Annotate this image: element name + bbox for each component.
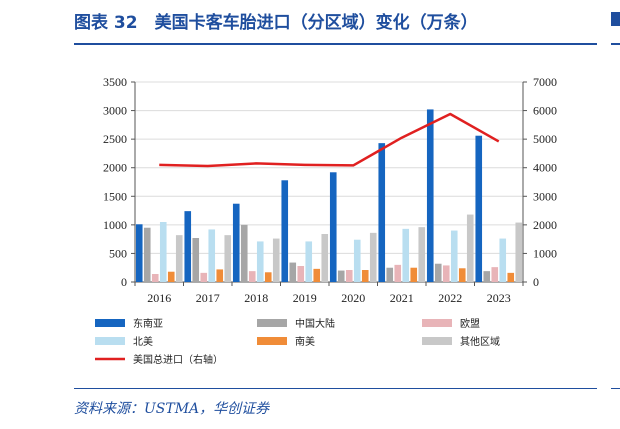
bar-0-5 bbox=[378, 143, 386, 282]
bar-4-6 bbox=[458, 268, 466, 282]
bar-series bbox=[135, 109, 523, 282]
bar-2-3 bbox=[297, 266, 305, 282]
bar-1-0 bbox=[143, 227, 151, 282]
bar-0-6 bbox=[426, 109, 434, 282]
chart-title: 图表 32 美国卡客车胎进口（分区域）变化（万条） bbox=[74, 13, 478, 33]
y-tick-label: 2500 bbox=[103, 132, 127, 146]
bar-2-7 bbox=[491, 267, 499, 282]
bar-2-5 bbox=[394, 264, 402, 282]
bar-1-3 bbox=[289, 262, 297, 282]
x-tick-label: 2022 bbox=[438, 291, 462, 305]
y2-tick-label: 7000 bbox=[533, 75, 557, 89]
y2-tick-label: 1000 bbox=[533, 246, 557, 260]
legend-label: 美国总进口（右轴） bbox=[133, 353, 223, 366]
y2-tick-label: 2000 bbox=[533, 218, 557, 232]
legend-swatch bbox=[422, 319, 452, 327]
bar-0-1 bbox=[184, 211, 192, 282]
y2-tick-label: 5000 bbox=[533, 132, 557, 146]
bar-4-2 bbox=[264, 272, 272, 282]
next-figure-edge bbox=[611, 12, 620, 26]
next-footer-divider bbox=[611, 388, 620, 389]
bar-5-4 bbox=[369, 232, 377, 282]
bar-5-7 bbox=[515, 222, 523, 282]
y-tick-label: 1000 bbox=[103, 218, 127, 232]
title-divider bbox=[74, 43, 597, 45]
source-note: 资料来源：USTMA，华创证券 bbox=[74, 401, 270, 417]
y-tick-label: 500 bbox=[109, 246, 127, 260]
legend-swatch bbox=[95, 337, 125, 345]
y2-tick-label: 3000 bbox=[533, 189, 557, 203]
bar-1-1 bbox=[192, 238, 200, 282]
y-tick-label: 1500 bbox=[103, 189, 127, 203]
bar-4-4 bbox=[361, 270, 369, 282]
bar-1-4 bbox=[337, 270, 345, 282]
legend-label: 北美 bbox=[133, 335, 153, 348]
y-tick-label: 2000 bbox=[103, 161, 127, 175]
bar-5-1 bbox=[224, 235, 232, 282]
line-series bbox=[159, 112, 500, 168]
bar-5-3 bbox=[321, 234, 329, 282]
x-tick-label: 2018 bbox=[244, 291, 268, 305]
bar-3-3 bbox=[305, 241, 313, 282]
bar-5-5 bbox=[418, 227, 426, 282]
bar-4-0 bbox=[167, 271, 175, 282]
bar-1-5 bbox=[386, 267, 394, 282]
bar-3-4 bbox=[353, 239, 361, 282]
bar-4-7 bbox=[507, 272, 515, 282]
bar-2-0 bbox=[151, 274, 159, 282]
bar-1-7 bbox=[483, 271, 491, 282]
bar-2-6 bbox=[442, 265, 450, 282]
y2-tick-label: 4000 bbox=[533, 161, 557, 175]
bar-4-1 bbox=[216, 269, 224, 282]
bar-3-0 bbox=[159, 222, 167, 282]
next-figure-divider bbox=[611, 43, 620, 45]
bar-5-6 bbox=[466, 214, 474, 282]
bar-2-1 bbox=[200, 272, 208, 282]
bar-4-3 bbox=[313, 268, 321, 282]
x-tick-label: 2016 bbox=[147, 291, 171, 305]
bar-3-6 bbox=[450, 230, 458, 282]
bar-0-4 bbox=[329, 172, 337, 282]
legend-swatch bbox=[95, 319, 125, 327]
bar-0-7 bbox=[475, 135, 483, 282]
bar-2-2 bbox=[248, 271, 256, 282]
bar-5-0 bbox=[175, 235, 183, 282]
legend-label: 其他区域 bbox=[460, 335, 500, 348]
bar-3-7 bbox=[499, 238, 507, 282]
legend-swatch bbox=[257, 337, 287, 345]
x-tick-label: 2020 bbox=[341, 291, 365, 305]
footer-divider bbox=[74, 388, 597, 389]
x-tick-label: 2017 bbox=[196, 291, 220, 305]
y-tick-label: 0 bbox=[121, 275, 127, 289]
legend-label: 东南亚 bbox=[133, 317, 163, 330]
y2-tick-label: 0 bbox=[533, 275, 539, 289]
legend-label: 欧盟 bbox=[460, 318, 480, 330]
bar-3-1 bbox=[208, 229, 216, 282]
x-tick-label: 2019 bbox=[293, 291, 317, 305]
bar-5-2 bbox=[272, 238, 280, 282]
bar-3-5 bbox=[402, 228, 410, 282]
total-import-line bbox=[159, 112, 500, 168]
y2-tick-label: 6000 bbox=[533, 104, 557, 118]
bar-2-4 bbox=[345, 270, 353, 282]
y-tick-label: 3500 bbox=[103, 75, 127, 89]
legend-swatch bbox=[257, 319, 287, 327]
bar-0-2 bbox=[232, 203, 240, 282]
bar-1-6 bbox=[434, 263, 442, 282]
bar-3-2 bbox=[256, 241, 264, 282]
bar-0-3 bbox=[281, 180, 289, 282]
bar-0-0 bbox=[135, 224, 143, 282]
axes: 0 500 1000 1500 2000 2500 3000 3500 0 1000 2000 300… bbox=[103, 75, 557, 305]
y-tick-label: 3000 bbox=[103, 104, 127, 118]
bar-4-5 bbox=[410, 267, 418, 282]
bar-1-2 bbox=[240, 224, 248, 282]
legend-swatch bbox=[422, 337, 452, 345]
legend-label: 南美 bbox=[295, 335, 315, 348]
x-tick-label: 2021 bbox=[390, 291, 414, 305]
x-tick-label: 2023 bbox=[487, 291, 511, 305]
legend-label: 中国大陆 bbox=[295, 317, 335, 330]
